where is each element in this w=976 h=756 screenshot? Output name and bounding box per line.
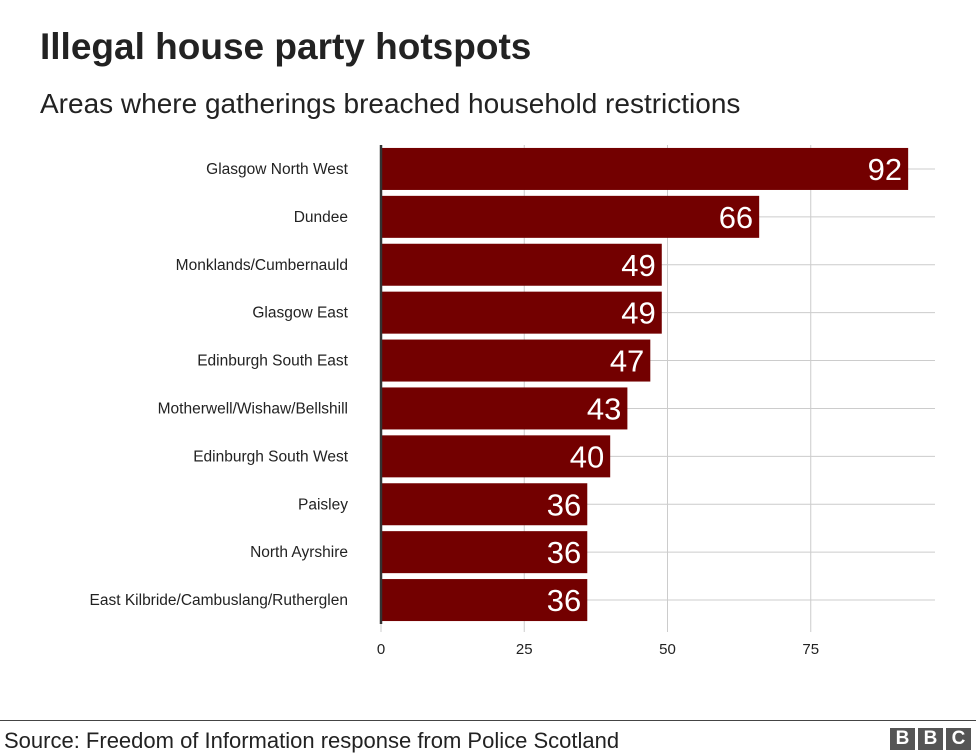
data-label: 49 (621, 296, 655, 331)
data-label: 43 (587, 391, 621, 426)
category-label: Monklands/Cumbernauld (176, 257, 348, 274)
category-label: Dundee (294, 209, 348, 226)
category-label: East Kilbride/Cambuslang/Rutherglen (90, 592, 348, 609)
category-label: North Ayrshire (250, 544, 348, 561)
source-note: Source: Freedom of Information response … (4, 728, 620, 753)
category-label: Paisley (298, 496, 348, 513)
data-label: 47 (610, 344, 644, 379)
data-label: 66 (719, 200, 753, 235)
bar (381, 483, 588, 526)
bar (381, 195, 760, 238)
bar (381, 243, 662, 286)
bar (381, 435, 611, 478)
category-label: Edinburgh South East (197, 353, 348, 370)
divider (0, 720, 976, 721)
category-label: Glasgow East (252, 305, 348, 322)
bar (381, 387, 628, 430)
bar (381, 579, 588, 622)
data-label: 36 (547, 535, 581, 570)
category-label: Edinburgh South West (193, 448, 349, 465)
x-tick-label: 25 (516, 641, 533, 658)
data-label: 36 (547, 583, 581, 618)
bar-chart: 0 25 50 75 Glasgow North West 92 Dundee 66 Monkl… (90, 145, 935, 658)
data-label: 92 (868, 152, 902, 187)
bar (381, 147, 909, 190)
data-label: 36 (547, 487, 581, 522)
data-label: 40 (570, 439, 604, 474)
x-tick-label: 0 (377, 641, 385, 658)
x-tick-label: 50 (659, 641, 676, 658)
x-tick-label: 75 (802, 641, 819, 658)
data-label: 49 (621, 248, 655, 283)
chart-title: Illegal house party hotspots (40, 26, 532, 67)
bar (381, 291, 662, 334)
category-label: Motherwell/Wishaw/Bellshill (158, 400, 348, 417)
chart-subtitle: Areas where gatherings breached househol… (40, 88, 741, 119)
bar (381, 531, 588, 574)
bar (381, 339, 651, 382)
category-label: Glasgow North West (206, 161, 349, 178)
